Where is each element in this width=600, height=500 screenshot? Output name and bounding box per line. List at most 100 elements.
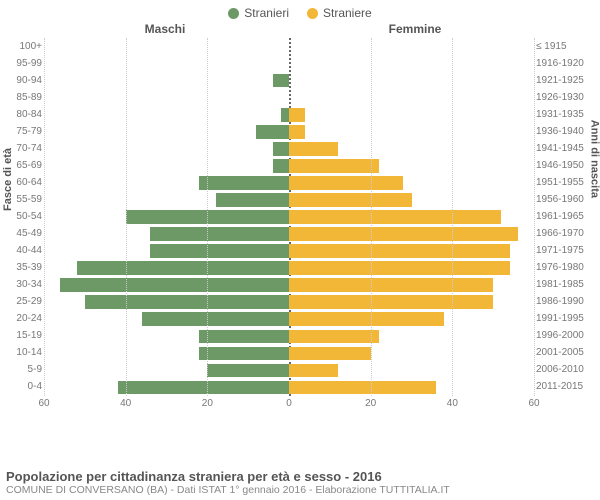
bar-female	[289, 210, 501, 224]
bar-female	[289, 295, 493, 309]
ylabel-age: 10-14	[8, 348, 42, 358]
footer: Popolazione per cittadinanza straniera p…	[6, 469, 594, 496]
bar-male	[60, 278, 289, 292]
ylabel-birth: 1981-1985	[536, 280, 592, 290]
bar-male	[118, 381, 290, 395]
ylabel-birth: 1986-1990	[536, 297, 592, 307]
legend-female-label: Straniere	[323, 6, 372, 20]
bar-female	[289, 108, 305, 122]
bar-male	[256, 125, 289, 139]
pyramid-row	[44, 260, 534, 277]
xtick: 60	[528, 398, 539, 409]
bar-male	[199, 330, 289, 344]
pyramid-row	[44, 362, 534, 379]
pyramid-row	[44, 106, 534, 123]
pyramid-row	[44, 208, 534, 225]
pyramid-row	[44, 294, 534, 311]
ylabel-age: 65-69	[8, 161, 42, 171]
bar-female	[289, 330, 379, 344]
pyramid-row	[44, 243, 534, 260]
bar-female	[289, 347, 371, 361]
ylabel-birth: 1946-1950	[536, 161, 592, 171]
pyramid-row	[44, 226, 534, 243]
ylabel-age: 70-74	[8, 144, 42, 154]
ylabel-birth: ≤ 1915	[536, 42, 592, 52]
ylabel-age: 20-24	[8, 314, 42, 324]
ylabel-birth: 1921-1925	[536, 76, 592, 86]
bar-female	[289, 142, 338, 156]
pyramid-row	[44, 140, 534, 157]
ylabel-age: 5-9	[8, 365, 42, 375]
ylabel-age: 100+	[8, 42, 42, 52]
header-female: Femmine	[290, 22, 600, 36]
ylabel-birth: 1966-1970	[536, 229, 592, 239]
gridline	[126, 38, 127, 396]
ylabel-birth: 1936-1940	[536, 127, 592, 137]
bar-male	[142, 312, 289, 326]
bar-male	[273, 142, 289, 156]
ylabel-age: 40-44	[8, 246, 42, 256]
gridline	[371, 38, 372, 396]
bar-female	[289, 244, 510, 258]
footer-sub: COMUNE DI CONVERSANO (BA) - Dati ISTAT 1…	[6, 484, 594, 496]
ylabel-age: 55-59	[8, 195, 42, 205]
ylabel-birth: 1961-1965	[536, 212, 592, 222]
chart-area: Fasce di età Anni di nascita 60402002040…	[4, 36, 596, 436]
ylabel-birth: 1931-1935	[536, 110, 592, 120]
legend-male-swatch	[228, 8, 239, 19]
ylabel-birth: 1991-1995	[536, 314, 592, 324]
footer-title: Popolazione per cittadinanza straniera p…	[6, 469, 594, 484]
bar-male	[199, 176, 289, 190]
pyramid-row	[44, 311, 534, 328]
ylabel-age: 35-39	[8, 263, 42, 273]
ylabel-birth: 1996-2000	[536, 331, 592, 341]
bar-female	[289, 227, 518, 241]
legend-male: Stranieri	[228, 6, 289, 20]
bar-male	[207, 364, 289, 378]
bar-female	[289, 125, 305, 139]
ylabel-age: 80-84	[8, 110, 42, 120]
pyramid-row	[44, 345, 534, 362]
ylabel-birth: 1956-1960	[536, 195, 592, 205]
ylabel-age: 25-29	[8, 297, 42, 307]
bar-female	[289, 278, 493, 292]
bar-male	[85, 295, 289, 309]
bar-female	[289, 364, 338, 378]
column-headers: Maschi Femmine	[0, 22, 600, 36]
bar-male	[281, 108, 289, 122]
ylabel-age: 50-54	[8, 212, 42, 222]
pyramid-row	[44, 277, 534, 294]
bar-female	[289, 176, 403, 190]
ylabel-age: 60-64	[8, 178, 42, 188]
pyramid-row	[44, 157, 534, 174]
bar-female	[289, 159, 379, 173]
gridline	[534, 38, 535, 396]
ylabel-birth: 1971-1975	[536, 246, 592, 256]
ylabel-age: 90-94	[8, 76, 42, 86]
ylabel-age: 75-79	[8, 127, 42, 137]
ylabel-age: 85-89	[8, 93, 42, 103]
xtick: 20	[202, 398, 213, 409]
ylabel-age: 95-99	[8, 59, 42, 69]
plot	[44, 38, 534, 396]
xtick: 40	[447, 398, 458, 409]
pyramid-rows	[44, 38, 534, 396]
bar-female	[289, 381, 436, 395]
ylabel-birth: 2006-2010	[536, 365, 592, 375]
legend: Stranieri Straniere	[0, 0, 600, 22]
bar-male	[273, 159, 289, 173]
bar-male	[150, 227, 289, 241]
ylabel-age: 15-19	[8, 331, 42, 341]
bar-male	[150, 244, 289, 258]
pyramid-row	[44, 123, 534, 140]
bar-male	[216, 193, 290, 207]
gridline	[207, 38, 208, 396]
pyramid-row	[44, 72, 534, 89]
header-male: Maschi	[0, 22, 290, 36]
bar-male	[77, 261, 289, 275]
pyramid-row	[44, 191, 534, 208]
ylabel-birth: 1926-1930	[536, 93, 592, 103]
x-axis: 6040200204060	[44, 398, 534, 414]
legend-female-swatch	[307, 8, 318, 19]
ylabel-birth: 2011-2015	[536, 382, 592, 392]
